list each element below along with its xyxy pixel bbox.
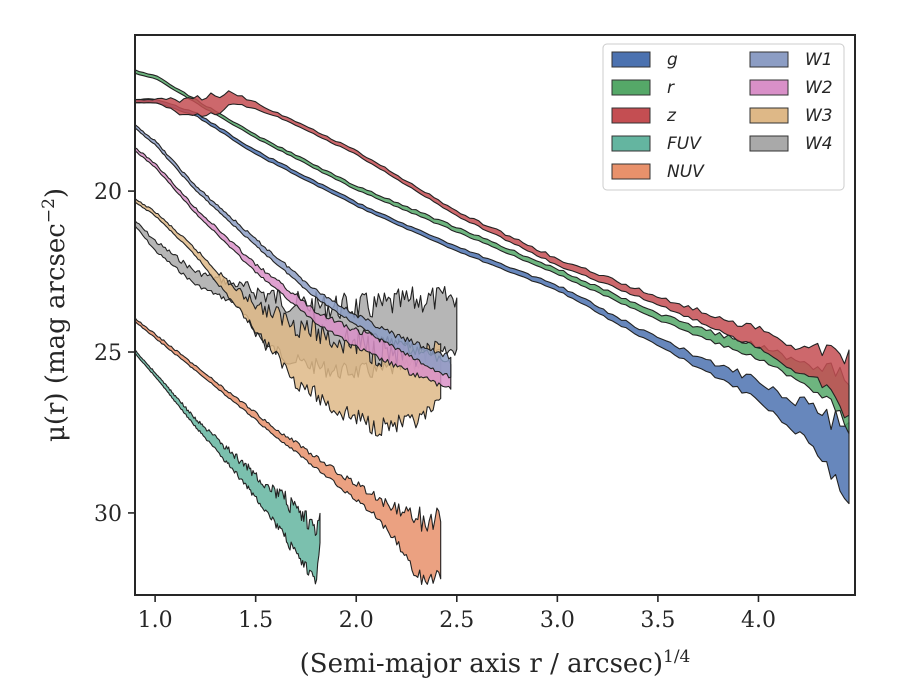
x-tick-label: 2.0 bbox=[339, 608, 374, 633]
plot-frame bbox=[134, 34, 856, 596]
legend-swatch-w4 bbox=[749, 135, 789, 152]
y-tick-label: 25 bbox=[94, 341, 122, 366]
legend-swatch-g bbox=[611, 51, 651, 68]
x-tick-label: 3.0 bbox=[540, 608, 575, 633]
x-tick-label: 1.5 bbox=[238, 608, 273, 633]
legend-swatch-z bbox=[611, 107, 651, 124]
series-band-w3 bbox=[135, 197, 442, 437]
x-tick-label: 2.5 bbox=[439, 608, 474, 633]
y-axis-label: μ(r) (mag arcsec−2) bbox=[39, 188, 71, 442]
legend-label-nuv: NUV bbox=[667, 162, 705, 182]
legend-label-w1: W1 bbox=[805, 50, 833, 70]
series-layer bbox=[135, 69, 850, 585]
x-axis-label: (Semi-major axis r / arcsec)1/4 bbox=[300, 647, 691, 679]
series-band-w1 bbox=[135, 123, 452, 379]
legend-swatch-w2 bbox=[749, 79, 789, 96]
x-tick-label: 1.0 bbox=[138, 608, 173, 633]
legend-label-w2: W2 bbox=[805, 78, 833, 98]
series-band-nuv bbox=[135, 317, 442, 585]
series-band-z bbox=[135, 90, 850, 419]
legend-label-r: r bbox=[667, 78, 675, 98]
legend-swatch-fuv bbox=[611, 135, 651, 152]
legend-swatch-w3 bbox=[749, 107, 789, 124]
x-tick-label: 4.0 bbox=[741, 608, 776, 633]
legend-label-g: g bbox=[667, 50, 678, 70]
y-tick-label: 30 bbox=[94, 502, 122, 527]
series-band-fuv bbox=[135, 349, 321, 585]
legend-label-w4: W4 bbox=[805, 134, 833, 154]
legend-swatch-w1 bbox=[749, 51, 789, 68]
series-band-g bbox=[135, 98, 850, 505]
y-tick-label: 20 bbox=[94, 180, 122, 205]
legend-label-w3: W3 bbox=[805, 106, 833, 126]
legend-label-fuv: FUV bbox=[667, 134, 702, 154]
x-tick-label: 3.5 bbox=[640, 608, 675, 633]
series-band-r bbox=[135, 69, 850, 435]
axis-ticks: 1.0 1.5 2.0 2.5 3.0 3.5 4.0 20 25 30 bbox=[94, 180, 776, 633]
legend-label-z: z bbox=[666, 106, 677, 126]
legend-swatch-r bbox=[611, 79, 651, 96]
legend: grz FUV NUV W1 W2 W3 W4 bbox=[602, 43, 845, 191]
series-band-w2 bbox=[135, 147, 452, 390]
legend-swatch-nuv bbox=[611, 163, 651, 180]
